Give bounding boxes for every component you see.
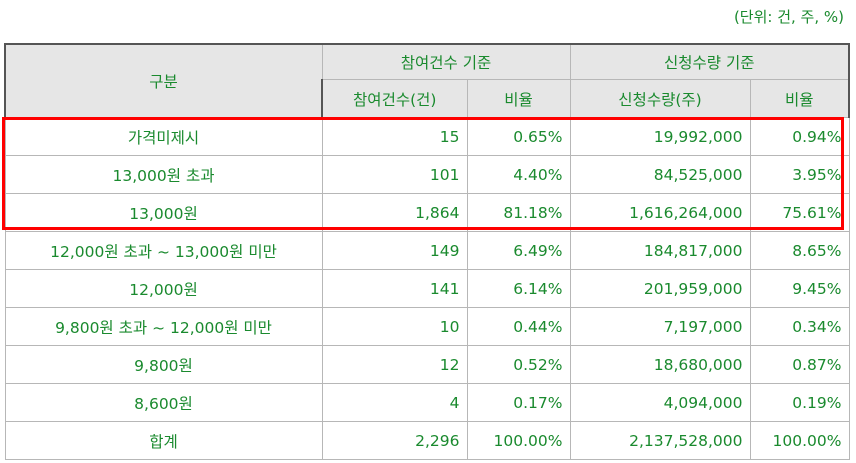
row-count: 149 [321,231,468,270]
table-row: 13,000원 1,864 81.18% 1,616,264,000 75.61… [4,193,850,232]
row-quantity-ratio: 0.87% [749,345,850,384]
unit-note: (단위: 건, 주, %) [733,8,844,26]
header-category: 구분 [4,43,323,118]
row-quantity-ratio: 0.94% [749,117,850,156]
row-quantity-ratio: 8.65% [749,231,850,270]
header-participation-count: 참여건수(건) [321,79,468,118]
row-quantity: 7,197,000 [569,307,751,346]
row-quantity-ratio: 3.95% [749,155,850,194]
demand-forecast-table: 구분 참여건수 기준 신청수량 기준 참여건수(건) 비율 신청수량(주) 비율… [4,43,850,460]
row-category: 13,000원 초과 [4,155,323,194]
row-quantity-ratio: 75.61% [749,193,850,232]
table-row: 12,000원 141 6.14% 201,959,000 9.45% [4,269,850,308]
row-category: 13,000원 [4,193,323,232]
row-quantity: 84,525,000 [569,155,751,194]
row-quantity: 1,616,264,000 [569,193,751,232]
row-category: 12,000원 초과 ~ 13,000원 미만 [4,231,323,270]
row-count: 4 [321,383,468,422]
row-count-ratio: 0.17% [466,383,571,422]
table-row: 12,000원 초과 ~ 13,000원 미만 149 6.49% 184,81… [4,231,850,270]
row-category: 가격미제시 [4,117,323,156]
header-group-participation: 참여건수 기준 [321,43,571,80]
total-count-ratio: 100.00% [466,421,571,460]
row-count-ratio: 0.44% [466,307,571,346]
row-count-ratio: 6.14% [466,269,571,308]
row-category: 9,800원 [4,345,323,384]
header-participation-ratio: 비율 [466,79,571,118]
table-row: 8,600원 4 0.17% 4,094,000 0.19% [4,383,850,422]
row-count-ratio: 6.49% [466,231,571,270]
row-category: 9,800원 초과 ~ 12,000원 미만 [4,307,323,346]
row-count: 12 [321,345,468,384]
row-count: 15 [321,117,468,156]
row-count-ratio: 0.65% [466,117,571,156]
table-row: 가격미제시 15 0.65% 19,992,000 0.94% [4,117,850,156]
row-count-ratio: 0.52% [466,345,571,384]
table-row: 9,800원 초과 ~ 12,000원 미만 10 0.44% 7,197,00… [4,307,850,346]
row-quantity-ratio: 0.19% [749,383,850,422]
row-count: 141 [321,269,468,308]
row-count-ratio: 81.18% [466,193,571,232]
total-quantity-ratio: 100.00% [749,421,850,460]
row-quantity: 201,959,000 [569,269,751,308]
row-quantity-ratio: 0.34% [749,307,850,346]
header-group-quantity: 신청수량 기준 [569,43,850,80]
total-quantity: 2,137,528,000 [569,421,751,460]
row-count-ratio: 4.40% [466,155,571,194]
row-count: 101 [321,155,468,194]
row-quantity: 19,992,000 [569,117,751,156]
total-category: 합계 [4,421,323,460]
row-quantity: 4,094,000 [569,383,751,422]
row-category: 12,000원 [4,269,323,308]
row-count: 1,864 [321,193,468,232]
table-row: 13,000원 초과 101 4.40% 84,525,000 3.95% [4,155,850,194]
row-quantity: 184,817,000 [569,231,751,270]
row-quantity: 18,680,000 [569,345,751,384]
row-count: 10 [321,307,468,346]
row-category: 8,600원 [4,383,323,422]
header-quantity-ratio: 비율 [749,79,850,118]
row-quantity-ratio: 9.45% [749,269,850,308]
table-row: 9,800원 12 0.52% 18,680,000 0.87% [4,345,850,384]
total-row: 합계 2,296 100.00% 2,137,528,000 100.00% [4,421,850,460]
header-quantity: 신청수량(주) [569,79,751,118]
total-count: 2,296 [321,421,468,460]
